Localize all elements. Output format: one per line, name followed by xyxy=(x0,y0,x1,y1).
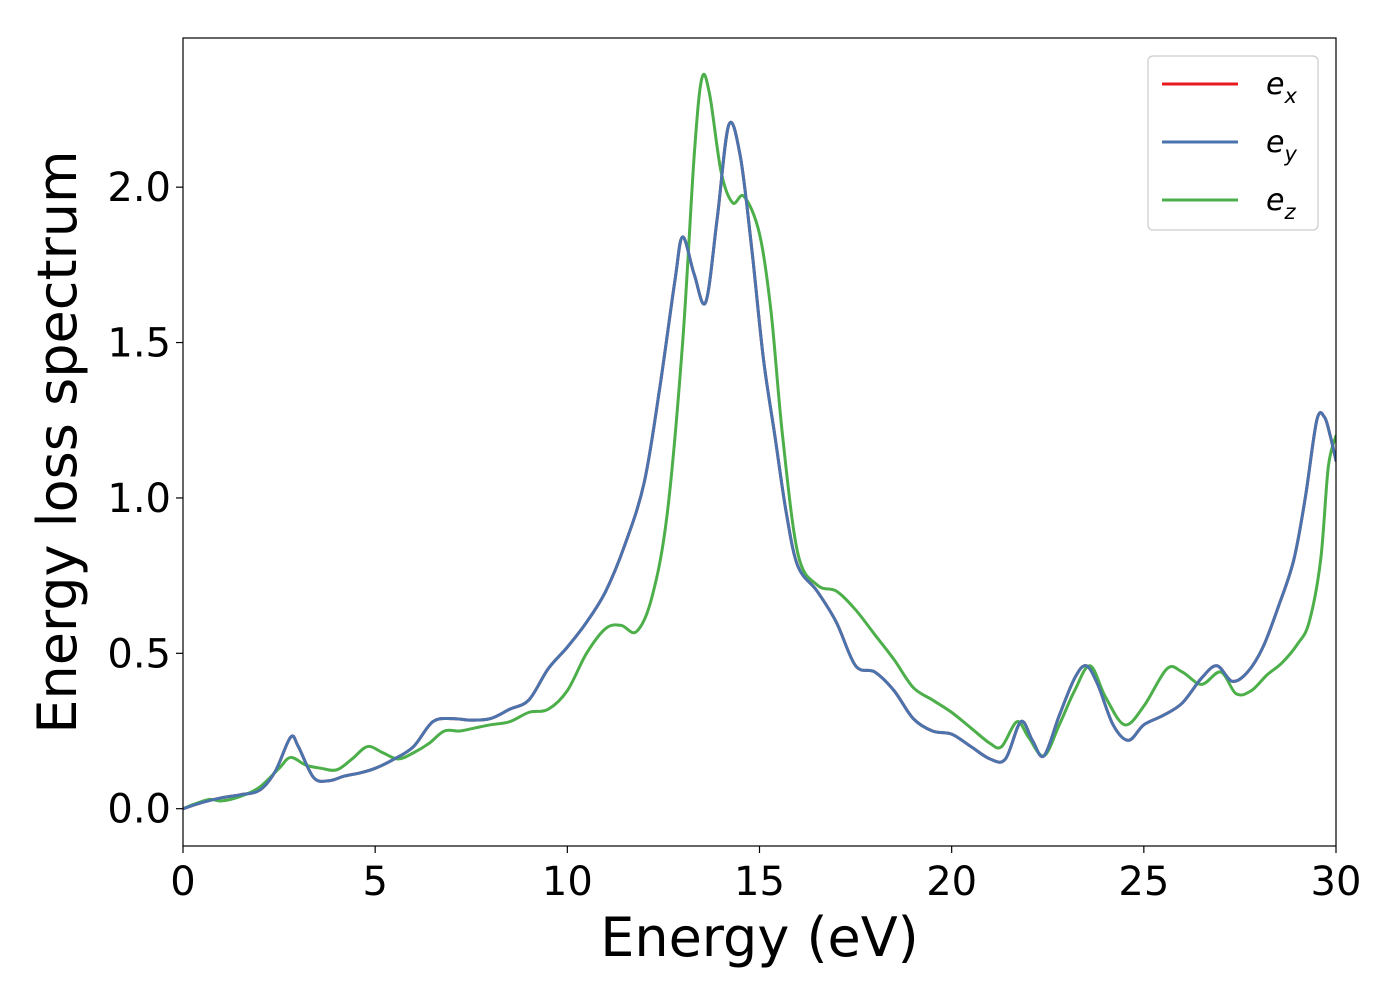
plot-area xyxy=(183,72,1336,811)
legend: ex ey ez xyxy=(1147,55,1319,231)
x-tick-label: 0 xyxy=(170,859,195,905)
y-tick-label: 0.0 xyxy=(107,787,171,833)
x-tick-label: 5 xyxy=(362,859,387,905)
x-tick-label: 25 xyxy=(1118,859,1169,905)
y-tick-label: 0.5 xyxy=(107,631,171,677)
series-line-e-y xyxy=(183,121,1336,811)
y-tick-label: 2.0 xyxy=(107,165,171,211)
legend-label: ez xyxy=(1266,183,1296,224)
x-axis-ticks: 0 5 10 15 20 25 30 xyxy=(170,846,1361,905)
x-tick-label: 15 xyxy=(734,859,785,905)
series-line-e-z xyxy=(183,72,1336,811)
y-axis-title: Energy loss spectrum xyxy=(26,150,89,733)
legend-label: ey xyxy=(1266,125,1297,166)
x-tick-label: 10 xyxy=(542,859,593,905)
x-tick-label: 30 xyxy=(1311,859,1362,905)
y-axis-ticks: 0.0 0.5 1.0 1.5 2.0 xyxy=(107,165,183,833)
y-tick-label: 1.5 xyxy=(107,321,171,367)
y-tick-label: 1.0 xyxy=(107,476,171,522)
x-axis-title: Energy (eV) xyxy=(600,906,919,969)
legend-label: ex xyxy=(1266,67,1297,108)
x-tick-label: 20 xyxy=(926,859,977,905)
